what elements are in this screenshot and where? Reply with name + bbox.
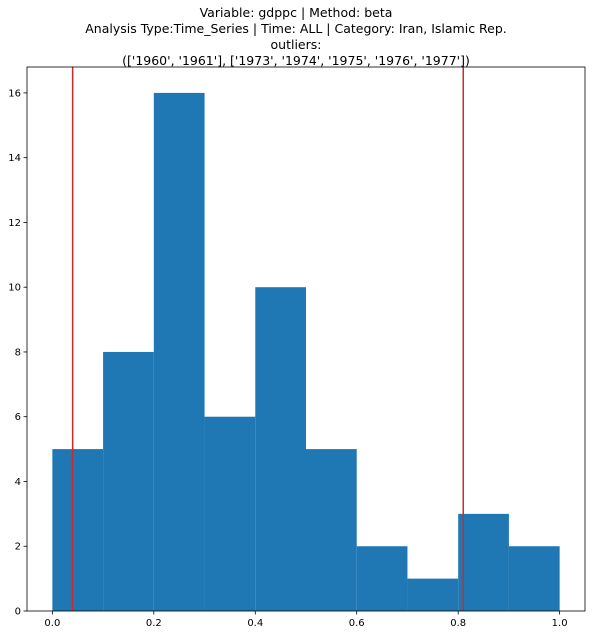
title-line-4: (['1960', '1961'], ['1973', '1974', '197… — [122, 53, 470, 68]
x-tick-label-3: 0.6 — [349, 618, 365, 629]
y-tick-label-1: 2 — [15, 542, 21, 553]
title-line-1: Variable: gdppc | Method: beta — [199, 5, 393, 20]
y-tick-label-2: 4 — [15, 477, 21, 488]
histogram-bar-2 — [153, 92, 205, 611]
histogram-bar-8 — [458, 513, 509, 611]
x-tick-label-4: 0.8 — [450, 618, 466, 629]
histogram-bar-1 — [103, 351, 154, 611]
histogram-bar-0 — [52, 449, 104, 611]
histogram-bar-9 — [508, 546, 560, 611]
y-tick-label-4: 8 — [15, 347, 21, 358]
x-tick-label-0: 0.0 — [44, 618, 60, 629]
y-tick-label-3: 6 — [15, 412, 21, 423]
histogram-bar-5 — [306, 449, 357, 611]
title-line-3: outliers: — [270, 37, 322, 52]
x-tick-label-5: 1.0 — [552, 618, 568, 629]
histogram-bar-3 — [204, 416, 256, 611]
y-tick-label-0: 0 — [15, 607, 21, 618]
histogram-bar-7 — [407, 578, 459, 611]
histogram-bar-6 — [356, 546, 408, 611]
y-tick-label-6: 12 — [8, 218, 21, 229]
title-line-2: Analysis Type:Time_Series | Time: ALL | … — [85, 21, 507, 36]
histogram-bar-4 — [255, 287, 306, 611]
x-tick-label-2: 0.4 — [247, 618, 263, 629]
y-tick-label-5: 10 — [8, 283, 21, 294]
x-tick-label-1: 0.2 — [146, 618, 162, 629]
axes-frame — [26, 66, 586, 612]
y-tick-label-7: 14 — [8, 153, 21, 164]
chart-title: Variable: gdppc | Method: beta Analysis … — [0, 5, 592, 69]
y-tick-label-8: 16 — [8, 88, 21, 99]
